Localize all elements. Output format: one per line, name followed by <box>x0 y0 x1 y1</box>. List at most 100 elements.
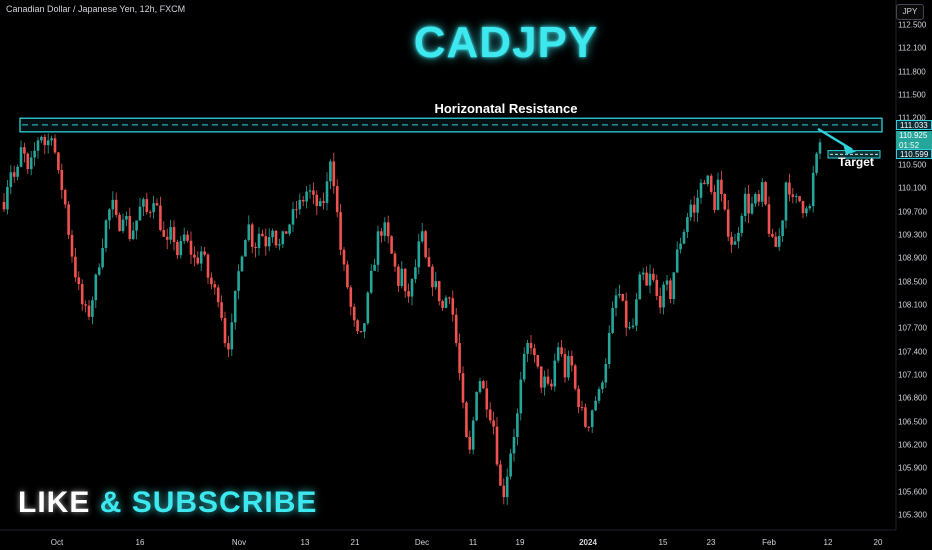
candle-bullish <box>526 343 529 354</box>
candle-bullish <box>665 280 669 285</box>
candle-bearish <box>580 407 584 409</box>
candle-bearish <box>315 194 319 207</box>
candle-bearish <box>70 234 74 257</box>
candle-bullish <box>16 166 19 177</box>
candle-bearish <box>349 287 353 307</box>
price-tick-label: 109.700 <box>898 207 927 217</box>
candle-bullish <box>305 191 308 202</box>
candle-bullish <box>257 233 261 248</box>
candle-bullish <box>475 392 478 421</box>
candle-bullish <box>618 293 621 296</box>
candle-bearish <box>2 201 6 210</box>
price-tick-label: 111.200 <box>898 113 926 123</box>
candle-bullish <box>182 234 186 242</box>
candle-bearish <box>624 300 628 328</box>
candle-bearish <box>533 348 536 356</box>
price-tick-label: 107.700 <box>898 323 927 333</box>
candle-bullish <box>420 231 424 242</box>
chart-title: CADJPY <box>413 18 599 67</box>
candle-bearish <box>692 204 696 213</box>
candle-bullish <box>597 389 601 401</box>
candle-bullish <box>805 208 808 214</box>
candle-bearish <box>448 297 451 299</box>
candle-bullish <box>781 220 784 237</box>
candle-bearish <box>485 388 489 410</box>
candle-bearish <box>713 191 716 211</box>
candle-bearish <box>437 281 441 302</box>
candle-bullish <box>516 413 519 438</box>
candle-bullish <box>111 199 115 210</box>
candle-bearish <box>454 314 458 343</box>
candle-bullish <box>672 272 676 300</box>
candle-bearish <box>529 343 533 349</box>
candle-bearish <box>645 272 648 286</box>
candle-bullish <box>631 325 635 328</box>
candle-bearish <box>390 236 393 254</box>
candle-bullish <box>434 281 438 288</box>
candle-bearish <box>80 284 84 305</box>
candle-bullish <box>237 271 240 291</box>
candle-bearish <box>577 388 580 408</box>
candle-bullish <box>662 284 665 308</box>
candle-bullish <box>740 215 744 233</box>
candle-bullish <box>750 203 754 214</box>
candle-bullish <box>444 297 448 308</box>
candle-bullish <box>512 437 516 454</box>
candle-bearish <box>482 381 485 389</box>
cta-amp: & <box>99 486 123 519</box>
candle-bullish <box>40 136 43 141</box>
candle-bearish <box>720 179 723 195</box>
candle-bullish <box>682 231 686 244</box>
time-tick-label: Dec <box>414 538 430 547</box>
candle-bearish <box>563 354 567 378</box>
candle-bullish <box>318 201 322 207</box>
candle-bullish <box>743 193 747 216</box>
candle-bearish <box>584 407 587 427</box>
candle-bullish <box>91 300 94 317</box>
price-tick-label: 105.900 <box>898 463 927 473</box>
candle-bullish <box>108 209 111 221</box>
candle-bullish <box>308 190 312 192</box>
candle-bullish <box>567 355 570 378</box>
candle-bearish <box>573 365 577 389</box>
candle-bullish <box>281 231 285 245</box>
price-tick-label: 112.500 <box>898 20 927 30</box>
candle-bullish <box>641 272 645 275</box>
candle-bullish <box>19 147 23 167</box>
like-subscribe-banner: LIKE & SUBSCRIBE <box>18 486 317 520</box>
candle-bullish <box>179 241 183 256</box>
candle-bullish <box>9 172 13 187</box>
candle-bearish <box>458 342 461 374</box>
candle-bullish <box>675 249 679 273</box>
candle-bearish <box>148 211 152 213</box>
candle-bearish <box>570 355 574 366</box>
time-tick-label: 20 <box>873 538 883 547</box>
time-tick-label: 21 <box>350 538 360 547</box>
candle-bullish <box>383 222 387 236</box>
candle-bearish <box>295 209 298 211</box>
candle-bearish <box>77 277 81 285</box>
candle-bullish <box>104 220 108 248</box>
candle-bearish <box>189 240 193 255</box>
price-tick-label: 108.900 <box>898 253 927 263</box>
candle-bullish <box>138 206 142 221</box>
candle-bullish <box>509 453 512 477</box>
candle-bearish <box>87 305 91 317</box>
candle-bearish <box>386 222 390 237</box>
candle-bullish <box>601 382 604 390</box>
candle-bullish <box>478 381 482 393</box>
candle-bullish <box>400 268 404 286</box>
price-tick-label: 108.100 <box>898 300 927 310</box>
candle-bearish <box>764 182 767 205</box>
candle-bearish <box>771 233 774 237</box>
candle-bearish <box>468 436 472 450</box>
candle-bearish <box>332 161 336 187</box>
candle-bearish <box>261 233 264 237</box>
price-tick-label: 111.500 <box>898 90 926 100</box>
price-tick-label: 106.200 <box>898 440 927 450</box>
candle-bullish <box>635 299 638 326</box>
currency-badge[interactable]: JPY <box>896 4 924 20</box>
candle-bearish <box>550 383 553 387</box>
candle-bullish <box>794 196 798 198</box>
